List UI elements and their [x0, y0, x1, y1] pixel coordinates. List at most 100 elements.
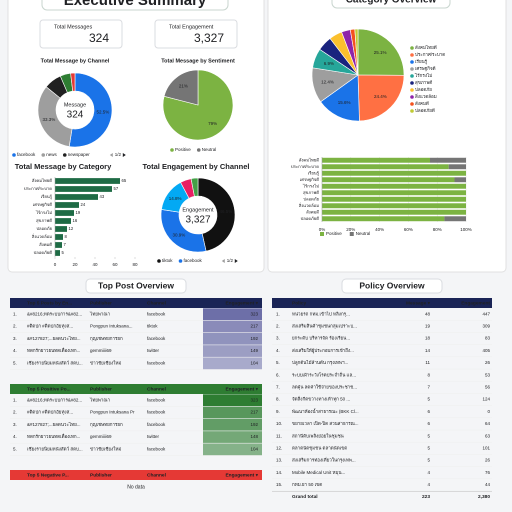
table-cell: #ติดปก #ติดปกอัยทุ่งส... [27, 410, 73, 416]
y-tick-label: เศรษฐกิจดี [33, 202, 52, 207]
y-tick-label: ไร้กรงไม่ [35, 209, 52, 215]
table-cell: 5 [427, 433, 430, 438]
legend-swatch [410, 95, 414, 99]
table-cell: 14. [276, 470, 282, 475]
table-cell: 4. [13, 348, 17, 353]
y-tick-label: ประกาศ/ระบาด [291, 164, 319, 169]
table-cell: เชียงรายนิยมหนังสัตว์ สดบ... [27, 446, 83, 452]
legend-label: Positive [175, 147, 191, 152]
legend-label: facebook [17, 152, 36, 157]
bar-segment [322, 183, 466, 189]
table-header-cell: Top 5 Negative P... [27, 472, 69, 478]
y-tick-label: เรียนรู้ [41, 194, 53, 200]
legend-next [122, 153, 126, 157]
table-header-cell: Message ▾ [406, 300, 431, 306]
legend-label: tiktok [162, 258, 173, 263]
table-cell: 192 [250, 422, 258, 427]
legend-swatch [410, 53, 414, 57]
table-cell: กุญเชษทยการยก [90, 422, 123, 428]
table-cell: 5. [13, 447, 17, 452]
legend-swatch [410, 60, 414, 64]
slice-label: 79% [208, 121, 217, 126]
engagement-cell [203, 418, 262, 431]
slice-label: 24.4% [374, 94, 387, 99]
table-cell: 8 [427, 372, 430, 377]
table-cell: ระบบเฝ้าระวังโรคประจำถิ่น แล... [292, 371, 356, 377]
legend-swatch [178, 259, 183, 263]
table-cell: 6 [427, 421, 430, 426]
table-cell: 6 [427, 409, 430, 414]
table-cell: 124 [482, 397, 490, 402]
legend-label: Neutral [356, 231, 371, 236]
bar-segment [322, 216, 445, 222]
table-cell: 44 [485, 482, 491, 487]
bar [55, 234, 63, 240]
table-cell: กุญเชษทยการยก [90, 336, 123, 342]
table-cell: &#127827;...ยลดนวะไทย... [27, 336, 80, 341]
table-cell: 2. [13, 324, 17, 329]
table-cell: 192 [250, 336, 258, 341]
table-cell: ไทยพาณา [89, 397, 111, 402]
pie-slice [68, 72, 113, 148]
table-cell: &#8216;ทดระบบการ&#82... [27, 311, 82, 316]
value-label: 57 [114, 186, 119, 191]
table-cell: 217 [250, 410, 258, 415]
table-cell: 5 [427, 458, 430, 463]
table-cell: 447 [482, 311, 490, 316]
table-header-cell: Engagement [461, 300, 490, 306]
table-cell: 2. [13, 410, 17, 415]
table-cell: ปลูกต้นไม้ล้านต้น กรุงเทพฯ... [292, 360, 348, 366]
chart-title: Total Message by Channel [41, 58, 110, 64]
engagement-cell [203, 308, 262, 320]
slice-label: 12.4% [321, 79, 334, 84]
legend-label: facebook [184, 258, 203, 263]
table-cell: ส่งเสริมสินค้าชุมชนกลุ่มเปราะบ... [292, 323, 357, 329]
legend-swatch [410, 109, 414, 113]
table-cell: 1. [13, 397, 17, 402]
x-tick-label: 0% [319, 227, 326, 232]
bar-segment [322, 157, 430, 163]
engagement-cell [203, 345, 262, 357]
table-cell: 104 [250, 447, 258, 452]
table-cell: 19 [425, 323, 431, 328]
legend-label: ไร้กรงไม่ [414, 73, 432, 78]
y-tick-label: สิ่งแวดล้อม [31, 233, 52, 239]
kpi-value: 3,327 [194, 31, 224, 45]
table-header-cell: Publisher [90, 300, 112, 306]
x-tick-label: 40% [375, 227, 384, 232]
legend-swatch [410, 46, 414, 50]
table-cell: 4 [427, 470, 430, 475]
table-cell: ยกระดับ บริหารจัด ร้องเรียน... [292, 336, 350, 341]
slice-label: 21% [179, 83, 188, 88]
table-cell: 0 [487, 409, 490, 414]
bar [55, 242, 62, 248]
table-cell: 56 [485, 384, 491, 389]
pie-slice [354, 28, 359, 76]
legend-swatch [410, 88, 414, 92]
engagement-cell [203, 320, 262, 333]
engagement-cell [203, 332, 262, 345]
table-cell: 18 [425, 336, 431, 341]
bar-segment [322, 196, 466, 202]
legend-label: สังคมไทยดี [415, 45, 437, 50]
kpi-card [154, 19, 238, 49]
legend-swatch [410, 67, 414, 71]
table-header-cell: Channel [147, 472, 166, 478]
table-cell: gemmiiii69 [90, 348, 112, 353]
slice-label: 33.3% [42, 117, 55, 122]
table-cell: 4. [13, 434, 17, 439]
table-cell: 11. [276, 433, 282, 438]
table-cell: ข่าวชัยเชียงใหม่ [90, 447, 121, 452]
x-tick-label: 0 [54, 262, 57, 267]
bar [55, 250, 60, 256]
table-cell: gemmiiii69 [90, 434, 112, 439]
engagement-cell [203, 443, 262, 456]
y-tick-label: เรียนรู้ [308, 170, 320, 176]
table-cell: 14 [425, 348, 431, 353]
bar-segment [444, 216, 466, 222]
x-tick-label: 100% [460, 227, 472, 232]
title-box [341, 278, 443, 294]
table-cell: 1. [276, 311, 280, 316]
